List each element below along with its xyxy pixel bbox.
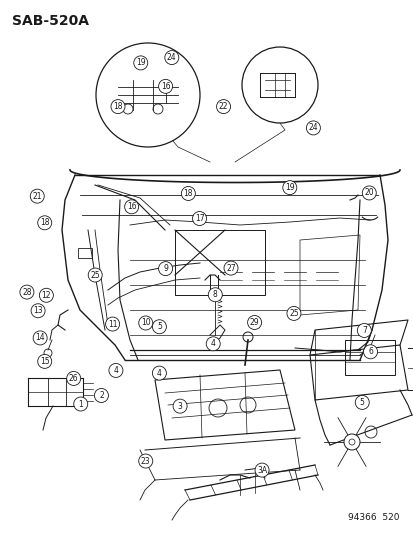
Circle shape bbox=[356, 324, 370, 337]
Circle shape bbox=[74, 397, 88, 411]
Circle shape bbox=[192, 212, 206, 225]
Circle shape bbox=[363, 345, 377, 359]
Circle shape bbox=[138, 316, 152, 330]
Circle shape bbox=[173, 399, 187, 413]
Circle shape bbox=[306, 121, 320, 135]
Circle shape bbox=[152, 320, 166, 334]
Text: 3: 3 bbox=[177, 402, 182, 410]
Text: 1: 1 bbox=[78, 400, 83, 408]
Circle shape bbox=[343, 434, 359, 450]
Text: 4: 4 bbox=[210, 340, 215, 348]
Text: 24: 24 bbox=[308, 124, 318, 132]
Circle shape bbox=[38, 216, 52, 230]
Text: 5: 5 bbox=[359, 398, 364, 407]
Text: 24: 24 bbox=[166, 53, 176, 62]
Bar bbox=[344, 340, 394, 375]
Text: 25: 25 bbox=[288, 309, 298, 318]
Circle shape bbox=[124, 200, 138, 214]
Text: 2: 2 bbox=[99, 391, 104, 400]
Text: 25: 25 bbox=[90, 271, 100, 279]
Circle shape bbox=[94, 389, 108, 402]
Circle shape bbox=[247, 316, 261, 329]
Text: 28: 28 bbox=[22, 288, 31, 296]
Circle shape bbox=[216, 100, 230, 114]
Text: 5: 5 bbox=[157, 322, 161, 331]
Text: 6: 6 bbox=[367, 348, 372, 356]
Circle shape bbox=[20, 285, 34, 299]
Circle shape bbox=[164, 51, 178, 64]
Text: 4: 4 bbox=[157, 369, 161, 377]
Text: 3A: 3A bbox=[256, 466, 266, 474]
Circle shape bbox=[33, 331, 47, 345]
Text: 27: 27 bbox=[225, 264, 235, 272]
Circle shape bbox=[361, 186, 375, 200]
Circle shape bbox=[158, 79, 172, 93]
Text: 26: 26 bbox=[69, 374, 78, 383]
Text: 16: 16 bbox=[126, 203, 136, 211]
Circle shape bbox=[105, 317, 119, 331]
Text: 18: 18 bbox=[113, 102, 122, 111]
Circle shape bbox=[133, 56, 147, 70]
Circle shape bbox=[286, 306, 300, 320]
Text: 18: 18 bbox=[183, 189, 192, 198]
Circle shape bbox=[66, 372, 81, 385]
Text: 17: 17 bbox=[194, 214, 204, 223]
Text: 4: 4 bbox=[113, 366, 118, 375]
Circle shape bbox=[30, 189, 44, 203]
Text: 15: 15 bbox=[40, 357, 50, 366]
Circle shape bbox=[96, 43, 199, 147]
Text: 13: 13 bbox=[33, 306, 43, 315]
Text: 21: 21 bbox=[33, 192, 42, 200]
Text: 8: 8 bbox=[212, 290, 217, 299]
Circle shape bbox=[181, 187, 195, 200]
Text: 22: 22 bbox=[218, 102, 228, 111]
Circle shape bbox=[38, 354, 52, 368]
Circle shape bbox=[138, 454, 152, 468]
Text: 14: 14 bbox=[35, 334, 45, 342]
Text: 7: 7 bbox=[361, 326, 366, 335]
Circle shape bbox=[254, 463, 268, 477]
Circle shape bbox=[39, 288, 53, 302]
Text: 94366  520: 94366 520 bbox=[348, 513, 399, 522]
Circle shape bbox=[158, 262, 172, 276]
Circle shape bbox=[31, 304, 45, 318]
Text: 29: 29 bbox=[249, 318, 259, 327]
Circle shape bbox=[152, 366, 166, 380]
Text: 16: 16 bbox=[160, 82, 170, 91]
Text: 19: 19 bbox=[135, 59, 145, 67]
Circle shape bbox=[206, 337, 220, 351]
Circle shape bbox=[109, 364, 123, 377]
Bar bbox=[78, 248, 92, 258]
Text: 19: 19 bbox=[284, 183, 294, 192]
Text: 12: 12 bbox=[42, 291, 51, 300]
Circle shape bbox=[111, 100, 125, 114]
Circle shape bbox=[208, 288, 222, 302]
Text: SAB-520A: SAB-520A bbox=[12, 14, 89, 28]
Text: 20: 20 bbox=[363, 189, 373, 197]
Text: 11: 11 bbox=[108, 320, 117, 328]
Text: 23: 23 bbox=[140, 457, 150, 465]
Text: 10: 10 bbox=[140, 319, 150, 327]
Circle shape bbox=[88, 268, 102, 282]
Text: 18: 18 bbox=[40, 219, 49, 227]
Circle shape bbox=[282, 181, 296, 195]
Circle shape bbox=[223, 261, 237, 275]
Text: 9: 9 bbox=[163, 264, 168, 273]
Circle shape bbox=[242, 47, 317, 123]
Circle shape bbox=[354, 395, 368, 409]
